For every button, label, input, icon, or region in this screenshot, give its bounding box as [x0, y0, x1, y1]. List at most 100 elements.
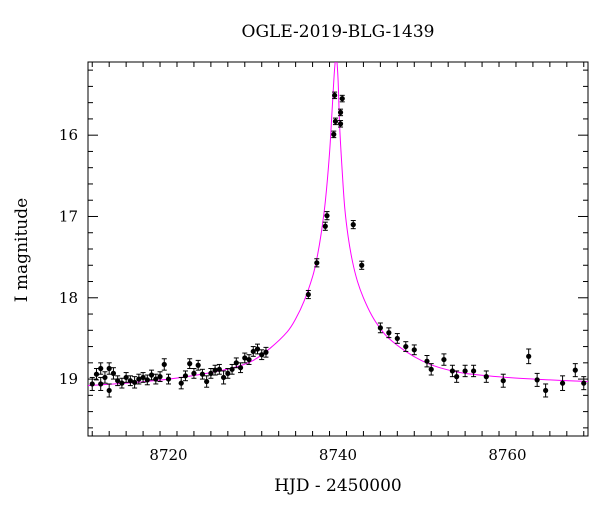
point-marker — [136, 376, 142, 382]
point-marker — [132, 379, 138, 385]
point-marker — [377, 325, 383, 331]
data-point — [98, 362, 104, 375]
data-point — [115, 375, 121, 387]
data-point — [454, 370, 460, 383]
point-marker — [195, 362, 201, 368]
point-marker — [89, 381, 95, 387]
data-point — [110, 367, 117, 380]
point-marker — [165, 376, 172, 382]
data-point — [581, 376, 587, 391]
data-point — [204, 375, 210, 388]
data-point — [187, 358, 193, 370]
y-tick-label: 19 — [59, 370, 78, 388]
data-point — [339, 94, 345, 103]
point-marker — [237, 365, 244, 371]
axis-ticks — [88, 62, 588, 436]
data-point — [229, 363, 235, 375]
data-point — [165, 373, 172, 385]
data-point — [350, 220, 356, 230]
point-marker — [411, 347, 417, 353]
point-marker — [483, 374, 489, 380]
axis-tick-labels: 8720 8740 8760 16 17 18 19 — [59, 126, 527, 464]
data-point — [199, 368, 206, 380]
point-marker — [148, 372, 155, 378]
data-point — [136, 373, 142, 385]
data-point — [337, 120, 344, 128]
point-marker — [305, 291, 311, 298]
data-point — [411, 344, 417, 356]
data-point — [441, 353, 447, 366]
data-point — [331, 130, 337, 139]
point-marker — [428, 366, 434, 372]
data-point — [403, 341, 409, 352]
point-marker — [462, 368, 468, 374]
point-marker — [581, 380, 587, 386]
data-point — [182, 370, 189, 382]
point-marker — [559, 380, 566, 386]
data-point — [132, 376, 138, 389]
data-point — [386, 327, 392, 339]
data-point — [178, 376, 184, 390]
data-point — [572, 363, 578, 378]
data-point — [470, 364, 477, 378]
point-marker — [331, 131, 337, 137]
data-point — [483, 370, 489, 383]
data-point — [314, 258, 320, 268]
data-point — [153, 373, 159, 385]
point-marker — [350, 222, 356, 228]
data-point — [324, 211, 330, 221]
point-marker — [216, 366, 222, 372]
point-marker — [212, 367, 218, 373]
data-point — [254, 343, 261, 355]
data-point — [123, 372, 129, 383]
point-marker — [572, 367, 578, 373]
point-marker — [182, 373, 189, 379]
data-point — [220, 370, 227, 385]
point-marker — [187, 361, 193, 367]
point-marker — [449, 368, 456, 374]
data-point — [394, 333, 400, 344]
data-point — [106, 383, 112, 398]
point-marker — [322, 223, 328, 229]
data-point — [250, 346, 256, 357]
data-point — [428, 363, 434, 376]
data-point — [102, 371, 108, 384]
data-point — [322, 221, 328, 231]
point-marker — [254, 346, 261, 352]
chart-title: OGLE-2019-BLG-1439 — [241, 22, 435, 42]
point-marker — [229, 366, 235, 372]
data-point — [337, 108, 344, 117]
x-tick-label: 8760 — [488, 446, 526, 464]
point-marker — [93, 371, 100, 377]
point-marker — [98, 381, 104, 387]
y-tick-label: 16 — [59, 126, 78, 144]
point-marker — [314, 260, 320, 266]
point-marker — [250, 348, 256, 355]
data-point — [212, 364, 218, 376]
data-point — [233, 357, 239, 369]
point-marker — [424, 358, 430, 364]
point-marker — [324, 213, 330, 219]
point-marker — [332, 118, 339, 124]
point-marker — [242, 355, 248, 361]
point-marker — [127, 378, 133, 384]
data-point — [106, 362, 112, 375]
data-point — [161, 358, 167, 371]
data-point — [377, 322, 383, 334]
point-marker — [161, 361, 167, 368]
y-tick-label: 17 — [59, 207, 78, 225]
point-marker — [106, 365, 112, 372]
data-point — [119, 377, 125, 389]
point-marker — [178, 380, 184, 386]
point-marker — [144, 377, 150, 383]
point-marker — [526, 353, 532, 359]
data-point — [449, 364, 456, 378]
point-marker — [225, 370, 231, 376]
data-point — [191, 368, 197, 379]
x-tick-label: 8720 — [149, 446, 187, 464]
point-marker — [394, 335, 400, 342]
point-marker — [157, 374, 163, 380]
point-marker — [359, 262, 365, 268]
point-marker — [199, 371, 206, 377]
data-point — [526, 348, 532, 365]
